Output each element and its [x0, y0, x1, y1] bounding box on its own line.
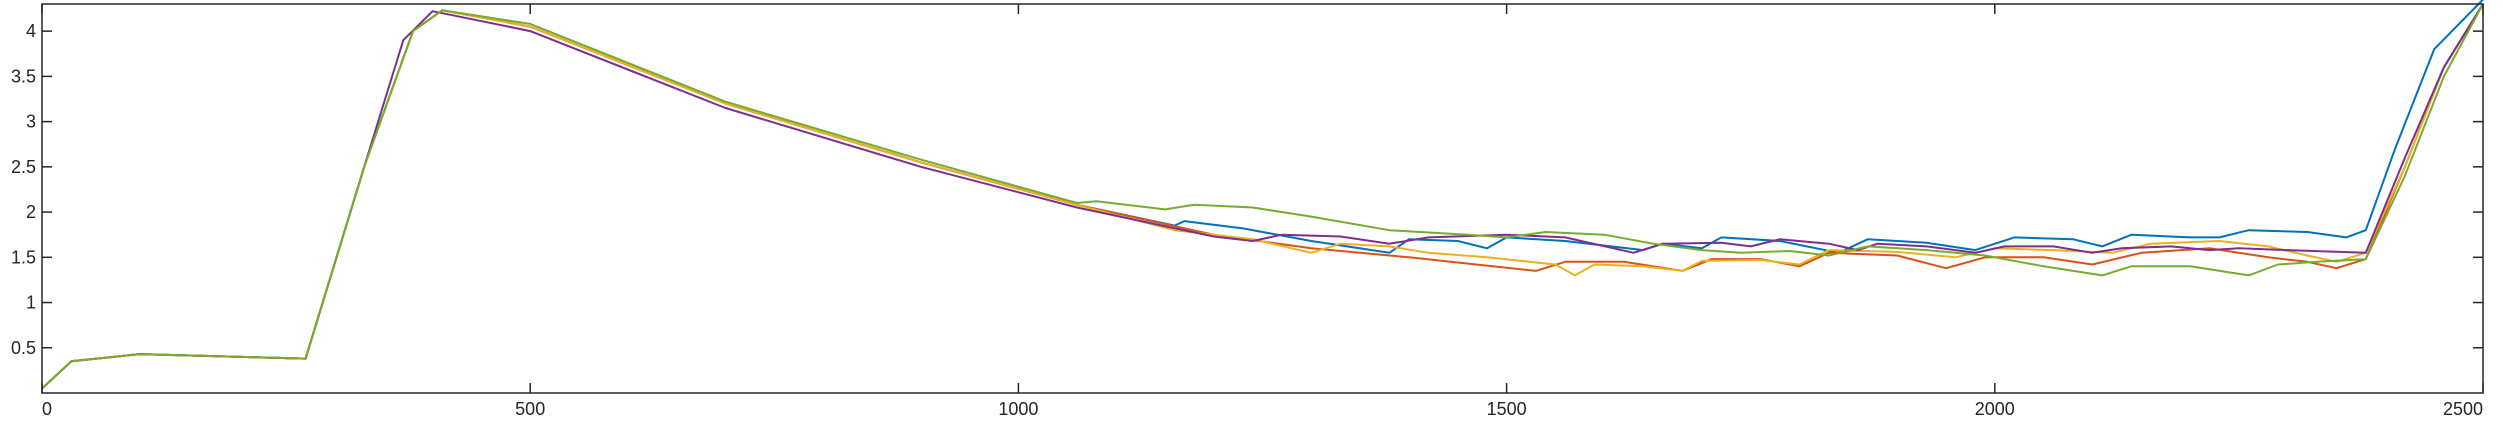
- y-tick-label: 3: [26, 112, 36, 132]
- y-tick-label: 0.5: [11, 338, 36, 358]
- series-line-3: [41, 3, 2484, 390]
- plot-background: [42, 4, 2483, 393]
- y-tick-label: 1.5: [11, 247, 36, 267]
- y-tick-label: 2.5: [11, 157, 36, 177]
- x-tick-label: 2000: [1975, 399, 2015, 419]
- x-tick-label: 500: [515, 399, 545, 419]
- y-tick-label: 4: [26, 21, 36, 41]
- x-tick-label: 2500: [2443, 399, 2483, 419]
- y-tick-label: 2: [26, 202, 36, 222]
- axes-box: [41, 3, 2484, 394]
- y-tick-label: 3.5: [11, 66, 36, 86]
- x-tick-label: 1500: [1487, 399, 1527, 419]
- y-tick-label: 1: [26, 293, 36, 313]
- series-lines: [41, 0, 2484, 390]
- series-line-4: [41, 3, 2484, 390]
- x-tick-label: 0: [42, 399, 52, 419]
- x-tick-label: 1000: [998, 399, 1038, 419]
- series-line-5: [41, 3, 2484, 390]
